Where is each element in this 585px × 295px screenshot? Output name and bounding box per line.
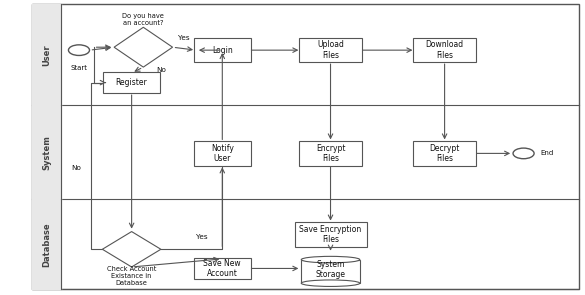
Text: Login: Login — [212, 46, 233, 55]
FancyBboxPatch shape — [413, 38, 476, 63]
FancyBboxPatch shape — [32, 4, 579, 289]
Text: End: End — [541, 150, 553, 156]
FancyBboxPatch shape — [301, 260, 360, 283]
FancyBboxPatch shape — [103, 72, 160, 93]
Ellipse shape — [301, 280, 360, 286]
FancyBboxPatch shape — [194, 38, 251, 63]
Text: Check Account
Existance in
Database: Check Account Existance in Database — [107, 266, 156, 286]
FancyBboxPatch shape — [194, 141, 251, 166]
Ellipse shape — [301, 256, 360, 263]
Text: Register: Register — [116, 78, 147, 87]
Text: Yes: Yes — [196, 235, 208, 240]
Polygon shape — [102, 232, 161, 267]
FancyBboxPatch shape — [299, 38, 362, 63]
Circle shape — [68, 45, 90, 55]
Text: Yes: Yes — [178, 35, 190, 41]
FancyBboxPatch shape — [194, 258, 251, 279]
Circle shape — [513, 148, 534, 159]
Text: Notify
User: Notify User — [211, 144, 234, 163]
Text: Encrypt
Files: Encrypt Files — [316, 144, 345, 163]
Text: Database: Database — [42, 222, 51, 267]
Text: System: System — [42, 135, 51, 170]
Text: No: No — [71, 165, 81, 171]
Text: System
Storage: System Storage — [315, 260, 346, 279]
Text: Download
Files: Download Files — [425, 40, 464, 60]
FancyBboxPatch shape — [413, 141, 476, 166]
Text: Start: Start — [70, 65, 88, 71]
FancyBboxPatch shape — [299, 141, 362, 166]
Text: Decrypt
Files: Decrypt Files — [429, 144, 460, 163]
Text: Upload
Files: Upload Files — [317, 40, 344, 60]
FancyBboxPatch shape — [294, 222, 366, 247]
Text: Save New
Account: Save New Account — [204, 259, 241, 278]
Text: Do you have
an account?: Do you have an account? — [122, 13, 164, 26]
Text: No: No — [156, 67, 166, 73]
Text: User: User — [42, 44, 51, 66]
Polygon shape — [114, 27, 173, 67]
Text: Save Encryption
Files: Save Encryption Files — [300, 225, 362, 244]
